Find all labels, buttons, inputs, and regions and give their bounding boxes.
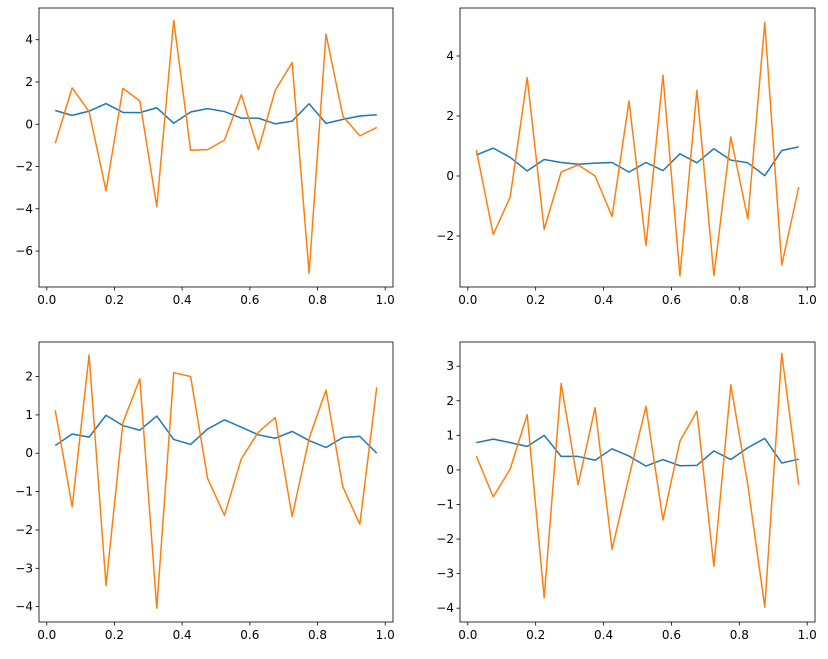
y-tick-label: 3: [446, 359, 454, 373]
axes-frame: [459, 341, 816, 623]
x-tick-label: 1.0: [798, 628, 817, 642]
y-tick-label: 2: [446, 394, 454, 408]
y-tick-label: −2: [436, 229, 454, 243]
y-tick-label: 0: [25, 117, 33, 131]
orange-series-line: [475, 21, 800, 277]
y-tick-label: −1: [436, 497, 454, 511]
subplot-bottom-right: 0.0 0.2 0.4 0.6 0.8 1.0 −4 −3 −2 −1 0 1 2 3: [436, 341, 817, 642]
x-tick-label: 0.2: [105, 293, 124, 307]
x-tick-label: 0.6: [662, 628, 681, 642]
x-tick-label: 0.4: [594, 628, 613, 642]
subplot-top-left: 0.0 0.2 0.4 0.6 0.8 1.0 −6 −4 −2 0 2 4: [15, 7, 395, 307]
x-tick-label: 0.8: [730, 293, 749, 307]
y-tick-label: 0: [446, 169, 454, 183]
subplot-bottom-left: 0.0 0.2 0.4 0.6 0.8 1.0 −4 −3 −2 −1 0 1 2: [15, 341, 395, 642]
axes-frame: [38, 341, 394, 623]
x-tick-label: 0.0: [37, 293, 56, 307]
orange-series-line: [54, 354, 378, 609]
y-tick-label: −4: [15, 600, 33, 614]
orange-series-line: [475, 352, 800, 608]
x-tick-label: 1.0: [376, 628, 395, 642]
y-tick-label: 1: [446, 428, 454, 442]
y-tick-label: 2: [25, 75, 33, 89]
x-tick-label: 0.4: [173, 628, 192, 642]
x-tick-label: 0.0: [458, 293, 477, 307]
y-tick-label: 4: [446, 49, 454, 63]
y-tick-label: 1: [25, 408, 33, 422]
y-tick-label: −6: [15, 244, 33, 258]
x-tick-label: 0.8: [308, 293, 327, 307]
blue-series-line: [55, 102, 377, 125]
x-tick-label: 0.2: [526, 293, 545, 307]
x-tick-label: 1.0: [376, 293, 395, 307]
x-tick-label: 0.2: [105, 628, 124, 642]
y-tick-label: −2: [15, 160, 33, 174]
x-tick-label: 0.4: [594, 293, 613, 307]
x-tick-label: 0.6: [240, 628, 259, 642]
x-tick-label: 1.0: [798, 293, 817, 307]
x-tick-label: 0.0: [458, 628, 477, 642]
y-tick-label: 0: [446, 463, 454, 477]
x-tick-label: 0.8: [308, 628, 327, 642]
y-tick-label: −3: [15, 561, 33, 575]
blue-series-line: [54, 414, 378, 454]
y-tick-label: 4: [25, 33, 33, 47]
x-tick-label: 0.2: [526, 628, 545, 642]
y-tick-label: −3: [436, 567, 454, 581]
axes-frame: [38, 7, 394, 288]
subplot-top-right: 0.0 0.2 0.4 0.6 0.8 1.0 −2 0 2 4: [436, 7, 817, 307]
x-tick-label: 0.0: [37, 628, 56, 642]
x-tick-label: 0.6: [240, 293, 259, 307]
y-tick-label: −4: [15, 202, 33, 216]
x-tick-label: 0.4: [173, 293, 192, 307]
y-tick-label: −1: [15, 485, 33, 499]
x-tick-label: 0.6: [662, 293, 681, 307]
orange-series-line: [54, 19, 378, 275]
y-tick-label: 2: [25, 370, 33, 384]
x-tick-label: 0.8: [730, 628, 749, 642]
axes-frame: [459, 7, 816, 288]
y-tick-label: −2: [15, 523, 33, 537]
y-tick-label: 2: [446, 109, 454, 123]
y-tick-label: −2: [436, 532, 454, 546]
y-tick-label: 0: [25, 446, 33, 460]
y-tick-label: −4: [436, 601, 454, 615]
